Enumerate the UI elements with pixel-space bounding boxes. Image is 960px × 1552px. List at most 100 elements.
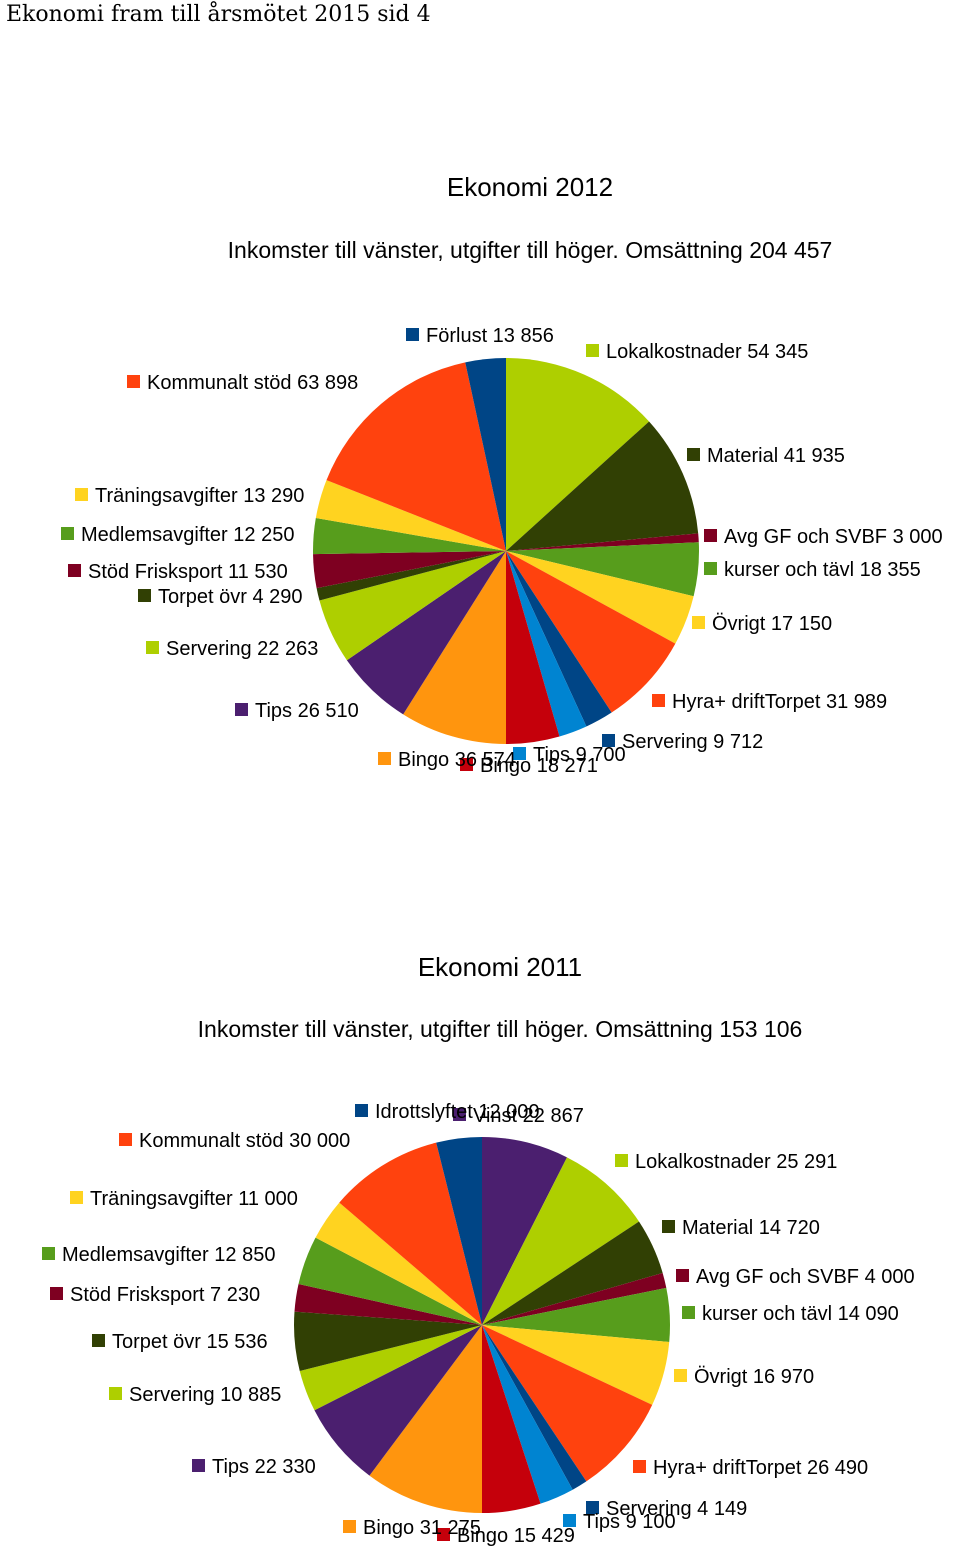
legend-swatch bbox=[652, 694, 665, 707]
slice-label: Servering 4 149 bbox=[606, 1498, 747, 1520]
pie-slice bbox=[315, 1202, 482, 1325]
slice-label: Kommunalt stöd 30 000 bbox=[139, 1130, 350, 1152]
chart-title: Ekonomi 2011 bbox=[418, 952, 582, 982]
legend-swatch bbox=[563, 1514, 576, 1527]
legend-swatch bbox=[460, 758, 473, 771]
pie-slice bbox=[482, 1137, 568, 1325]
legend-swatch bbox=[586, 1501, 599, 1514]
legend-swatch bbox=[406, 328, 419, 341]
page-header: Ekonomi fram till årsmötet 2015 sid 4 bbox=[6, 2, 431, 27]
legend-swatch bbox=[42, 1247, 55, 1260]
legend-swatch bbox=[75, 488, 88, 501]
slice-label: Torpet övr 4 290 bbox=[158, 586, 303, 608]
pie-slices bbox=[294, 1137, 671, 1513]
pie-slice bbox=[465, 358, 506, 551]
pie-slice bbox=[506, 551, 560, 744]
pie-slices bbox=[313, 358, 699, 745]
legend-swatch bbox=[70, 1191, 83, 1204]
pie-slice bbox=[506, 542, 699, 597]
pie-chart-2011: Ekonomi 2011 Inkomster till vänster, utg… bbox=[42, 952, 915, 1547]
legend-swatch bbox=[674, 1369, 687, 1382]
legend-swatch bbox=[704, 562, 717, 575]
legend-swatch bbox=[453, 1108, 466, 1121]
pie-slice bbox=[294, 1284, 482, 1325]
pie-slice bbox=[298, 1237, 482, 1325]
pie-slice bbox=[294, 1311, 482, 1372]
legend-swatch bbox=[662, 1220, 675, 1233]
pie-slice bbox=[482, 1325, 541, 1513]
legend-swatch bbox=[192, 1459, 205, 1472]
pie-slice bbox=[339, 1142, 482, 1325]
pie-slice bbox=[506, 551, 612, 727]
legend-swatch bbox=[602, 734, 615, 747]
slice-label: Vinst 22 867 bbox=[473, 1105, 584, 1127]
pie-slice bbox=[482, 1272, 667, 1325]
legend-swatch bbox=[92, 1334, 105, 1347]
pie-chart-2012: Ekonomi 2012 Inkomster till vänster, utg… bbox=[61, 172, 943, 777]
pie-slice bbox=[316, 551, 506, 601]
slice-label: Övrigt 17 150 bbox=[712, 613, 832, 635]
slice-label: Bingo 15 429 bbox=[457, 1525, 575, 1547]
pie-slice bbox=[506, 551, 694, 644]
pie-slice bbox=[482, 1325, 670, 1405]
pie-slice bbox=[506, 358, 650, 551]
pie-slice bbox=[482, 1157, 639, 1325]
pie-slice bbox=[315, 480, 506, 551]
slice-label: Kommunalt stöd 63 898 bbox=[147, 372, 358, 394]
legend-swatch bbox=[138, 589, 151, 602]
slice-label: Medlemsavgifter 12 850 bbox=[62, 1244, 275, 1266]
pie-slice bbox=[506, 533, 699, 551]
pie-slice bbox=[313, 517, 506, 555]
slice-label: Servering 10 885 bbox=[129, 1384, 281, 1406]
legend-swatch bbox=[119, 1133, 132, 1146]
legend-swatch bbox=[127, 375, 140, 388]
pie-slice bbox=[326, 362, 506, 551]
pie-slice bbox=[482, 1325, 573, 1504]
pie-slice bbox=[482, 1325, 587, 1490]
pie-slice bbox=[436, 1137, 482, 1325]
chart-title: Ekonomi 2012 bbox=[447, 172, 613, 202]
legend-swatch bbox=[68, 564, 81, 577]
chart-subtitle: Inkomster till vänster, utgifter till hö… bbox=[198, 1016, 803, 1042]
slice-label: Avg GF och SVBF 4 000 bbox=[696, 1266, 915, 1288]
slice-label: Träningsavgifter 13 290 bbox=[95, 485, 304, 507]
slice-label: Hyra+ driftTorpet 26 490 bbox=[653, 1457, 868, 1479]
legend-swatch bbox=[61, 527, 74, 540]
slice-label: kurser och tävl 18 355 bbox=[724, 559, 921, 581]
pie-slice bbox=[403, 551, 507, 745]
legend-swatch bbox=[437, 1528, 450, 1541]
pie-slice bbox=[506, 551, 587, 737]
slice-label: Lokalkostnader 25 291 bbox=[635, 1151, 837, 1173]
slice-label: Medlemsavgifter 12 250 bbox=[81, 524, 294, 546]
slice-label: Stöd Frisksport 11 530 bbox=[88, 561, 288, 583]
legend-swatch bbox=[633, 1460, 646, 1473]
slice-label: Bingo 36 574 bbox=[398, 749, 516, 771]
slice-label: Servering 22 263 bbox=[166, 638, 318, 660]
slice-label: Stöd Frisksport 7 230 bbox=[70, 1284, 260, 1306]
slice-label: Övrigt 16 970 bbox=[694, 1366, 814, 1388]
slice-label: Hyra+ driftTorpet 31 989 bbox=[672, 691, 887, 713]
legend-swatch bbox=[355, 1104, 368, 1117]
slice-label: Idrottslyftet 12 000 bbox=[375, 1101, 540, 1123]
legend-swatch bbox=[50, 1287, 63, 1300]
legend-swatch bbox=[692, 616, 705, 629]
slice-label: Material 14 720 bbox=[682, 1217, 820, 1239]
slice-label: Servering 9 712 bbox=[622, 731, 763, 753]
legend-swatch bbox=[615, 1154, 628, 1167]
legend-swatch bbox=[513, 747, 526, 760]
legend-swatch bbox=[687, 448, 700, 461]
slice-label: Tips 9 700 bbox=[533, 744, 626, 766]
legend-swatch bbox=[682, 1306, 695, 1319]
pie-slice bbox=[482, 1325, 653, 1482]
legend-swatch bbox=[676, 1269, 689, 1282]
slice-label: Material 41 935 bbox=[707, 445, 845, 467]
slice-label: kurser och tävl 14 090 bbox=[702, 1303, 899, 1325]
pie-slice bbox=[299, 1325, 482, 1411]
legend-swatch bbox=[109, 1387, 122, 1400]
pie-labels: Lokalkostnader 54 345 Material 41 935 Avg … bbox=[61, 325, 943, 777]
pie-slice bbox=[506, 551, 676, 713]
slice-label: Avg GF och SVBF 3 000 bbox=[724, 526, 943, 548]
pie-slice bbox=[314, 1325, 482, 1476]
pie-slice bbox=[482, 1221, 663, 1325]
pie-slice bbox=[346, 551, 506, 715]
